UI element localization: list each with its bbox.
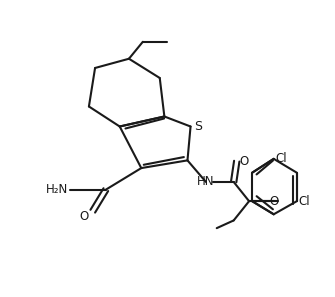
Text: O: O bbox=[240, 155, 249, 168]
Text: Cl: Cl bbox=[298, 195, 310, 208]
Text: O: O bbox=[80, 210, 89, 223]
Text: H₂N: H₂N bbox=[46, 183, 68, 196]
Text: Cl: Cl bbox=[275, 152, 287, 165]
Text: O: O bbox=[269, 195, 278, 208]
Text: S: S bbox=[194, 120, 202, 133]
Text: HN: HN bbox=[197, 176, 215, 188]
